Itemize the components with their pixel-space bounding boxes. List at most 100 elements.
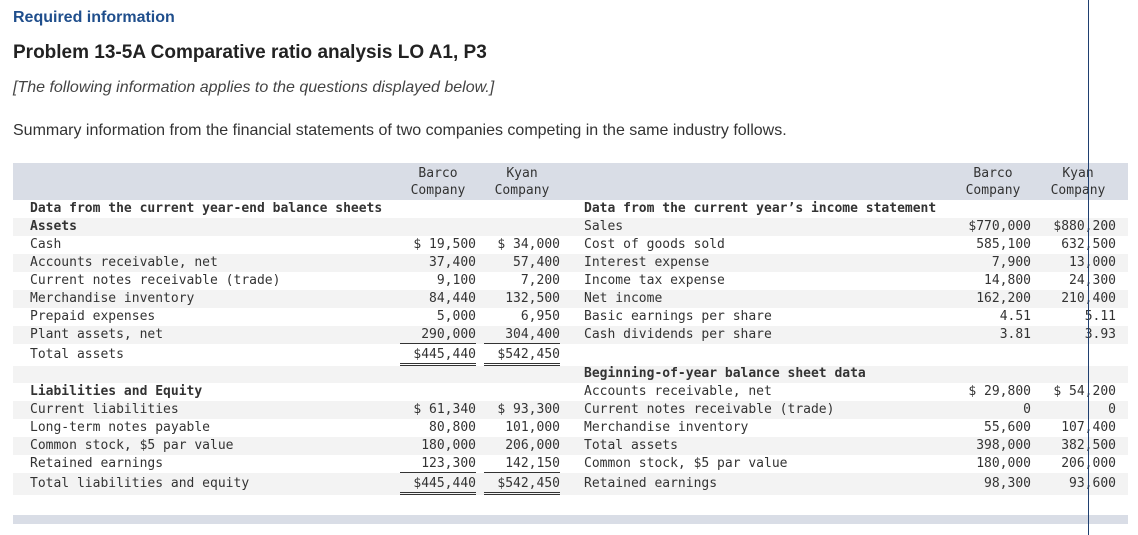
- liabilities-title: Liabilities and Equity: [30, 384, 203, 399]
- barco-value: 14,800: [984, 273, 1031, 288]
- row-label: Cash: [30, 237, 62, 252]
- table-row: Data from the current year-end balance s…: [13, 200, 1128, 218]
- kyan-value: 0: [1108, 402, 1116, 417]
- table-row: Current notes receivable (trade) 9,100 7…: [13, 272, 1128, 290]
- barco-value: 98,300: [984, 476, 1031, 491]
- table-row: Assets Sales $770,000 $880,200: [13, 218, 1128, 236]
- row-label: Merchandise inventory: [584, 420, 749, 435]
- kyan-header-right: Kyan Company: [1050, 166, 1106, 198]
- row-label: Long-term notes payable: [30, 420, 211, 435]
- kyan-value: 24,300: [1069, 273, 1116, 288]
- barco-value: 398,000: [976, 438, 1031, 453]
- barco-value: 5,000: [436, 309, 476, 324]
- text-cursor-guide-line: [1088, 0, 1089, 535]
- barco-value: $770,000: [968, 219, 1031, 234]
- table-row: Plant assets, net 290,000 304,400 Cash d…: [13, 326, 1128, 344]
- row-label: Accounts receivable, net: [584, 384, 772, 399]
- table-row: Common stock, $5 par value 180,000 206,0…: [13, 437, 1128, 455]
- table-row: Current liabilities $ 61,340 $ 93,300 Cu…: [13, 401, 1128, 419]
- barco-value: 3.81: [999, 327, 1031, 342]
- barco-value: 84,440: [429, 291, 476, 306]
- barco-value: 9,100: [436, 273, 476, 288]
- kyan-value: 6,950: [520, 309, 560, 324]
- kyan-value: 132,500: [505, 291, 560, 306]
- table-header: Barco Company Kyan Company Barco Company Ky…: [13, 163, 1128, 200]
- row-label: Retained earnings: [30, 456, 164, 471]
- kyan-value: $542,450: [484, 344, 560, 366]
- barco-header-right: Barco Company: [965, 166, 1021, 198]
- problem-title: Problem 13-5A Comparative ratio analysis…: [13, 42, 487, 63]
- financial-data-table: Barco Company Kyan Company Barco Company Ky…: [13, 163, 1128, 524]
- row-label: Accounts receivable, net: [30, 255, 218, 270]
- barco-value: 180,000: [976, 456, 1031, 471]
- kyan-value: $ 93,300: [497, 402, 560, 417]
- barco-header-left: Barco Company: [410, 166, 466, 198]
- table-footer-band: [13, 515, 1128, 524]
- barco-value: 4.51: [999, 309, 1031, 324]
- barco-value: 123,300: [400, 455, 476, 473]
- kyan-value: 7,200: [520, 273, 560, 288]
- kyan-value: 57,400: [513, 255, 560, 270]
- table-row: Accounts receivable, net 37,400 57,400 I…: [13, 254, 1128, 272]
- row-label: Current notes receivable (trade): [584, 402, 835, 417]
- barco-value: 55,600: [984, 420, 1031, 435]
- barco-value: 0: [1023, 402, 1031, 417]
- row-label: Net income: [584, 291, 663, 306]
- kyan-value: $542,450: [484, 473, 560, 495]
- barco-value: 180,000: [421, 438, 476, 453]
- barco-value: 585,100: [976, 237, 1031, 252]
- row-label: Cost of goods sold: [584, 237, 725, 252]
- table-row: Total liabilities and equity $445,440 $5…: [13, 473, 1128, 495]
- table-row: Retained earnings 123,300 142,150 Common…: [13, 455, 1128, 473]
- kyan-value: 206,000: [505, 438, 560, 453]
- kyan-value: 13,000: [1069, 255, 1116, 270]
- kyan-value: 107,400: [1040, 419, 1116, 437]
- kyan-value: 3.93: [1084, 327, 1116, 342]
- kyan-value: 304,400: [484, 326, 560, 344]
- spacer-row: [13, 366, 1128, 383]
- row-label: Sales: [584, 219, 624, 234]
- applies-note: [The following information applies to th…: [13, 79, 495, 96]
- assets-title: Assets: [30, 219, 77, 234]
- barco-value: 37,400: [429, 255, 476, 270]
- barco-value: 7,900: [991, 255, 1031, 270]
- row-label: Plant assets, net: [30, 327, 164, 342]
- table-row: Prepaid expenses 5,000 6,950 Basic earni…: [13, 308, 1128, 326]
- row-label: Common stock, $5 par value: [584, 456, 788, 471]
- table-row: Long-term notes payable 80,800 101,000 M…: [13, 419, 1128, 437]
- barco-value: $ 29,800: [968, 384, 1031, 399]
- barco-value: $445,440: [400, 473, 476, 495]
- barco-value: 290,000: [400, 326, 476, 344]
- row-label: Total assets: [584, 438, 678, 453]
- boy-section-title: Beginning-of-year balance sheet data: [584, 366, 866, 381]
- table-row: Total assets $445,440 $542,450: [13, 344, 1128, 366]
- kyan-value: 101,000: [505, 420, 560, 435]
- kyan-value: 210,400: [1040, 290, 1116, 308]
- kyan-value: 5.11: [1084, 309, 1116, 324]
- row-label: Basic earnings per share: [584, 309, 772, 324]
- kyan-value: 206,000: [1040, 455, 1116, 473]
- barco-value: 162,200: [976, 291, 1031, 306]
- kyan-value: 632,500: [1040, 236, 1116, 254]
- row-label: Current notes receivable (trade): [30, 273, 281, 288]
- table-row: Merchandise inventory 84,440 132,500 Net…: [13, 290, 1128, 308]
- kyan-value: $880,200: [1053, 219, 1116, 234]
- row-label: Total assets: [30, 347, 124, 362]
- barco-value: $ 19,500: [413, 237, 476, 252]
- row-label: Retained earnings: [584, 476, 718, 491]
- barco-value: $445,440: [400, 344, 476, 366]
- row-label: Merchandise inventory: [30, 291, 195, 306]
- balance-sheet-section-title: Data from the current year-end balance s…: [30, 201, 383, 216]
- barco-value: 80,800: [429, 420, 476, 435]
- kyan-value: 142,150: [484, 455, 560, 473]
- row-label: Common stock, $5 par value: [30, 438, 234, 453]
- row-label: Interest expense: [584, 255, 710, 270]
- income-statement-section-title: Data from the current year’s income stat…: [584, 201, 937, 216]
- kyan-value: $ 34,000: [497, 237, 560, 252]
- barco-value: $ 61,340: [413, 402, 476, 417]
- row-label: Income tax expense: [584, 273, 725, 288]
- row-label: Current liabilities: [30, 402, 179, 417]
- table-row: Cash $ 19,500 $ 34,000 Cost of goods sol…: [13, 236, 1128, 254]
- row-label: Total liabilities and equity: [30, 476, 250, 491]
- kyan-value: 93,600: [1069, 476, 1116, 491]
